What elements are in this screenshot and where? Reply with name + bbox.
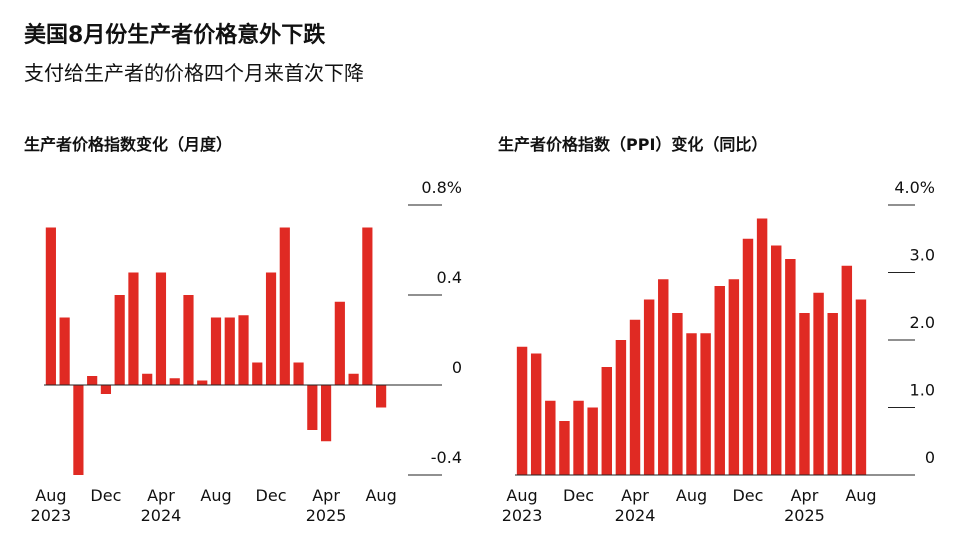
y-tick-label: -0.4 [431,448,462,467]
x-tick-label: Aug [365,486,396,505]
bar [615,340,627,475]
bar [728,279,740,475]
bar [334,301,345,385]
bar [197,380,208,385]
bar [827,313,838,475]
chart-title: 生产者价格指数变化（月度） [24,135,232,154]
bar [686,333,697,475]
bar [100,385,112,394]
x-tick-label: Aug 2023 [31,486,72,525]
bar [643,299,655,475]
x-tick-label: Dec [256,486,287,505]
y-tick-label: 1.0 [910,381,935,400]
y-tick-label: 0 [925,448,935,467]
bar [252,362,263,385]
bar [742,238,754,475]
bar [629,319,641,475]
y-tick-label: 2.0 [910,313,935,332]
bar [516,346,528,475]
bar [376,385,387,408]
bar [279,227,290,385]
bar [545,400,556,475]
chart-title: 生产者价格指数（PPI）变化（同比） [498,135,767,154]
bar [128,272,139,385]
y-tick-label: 0.4 [437,268,462,287]
bar [785,259,796,475]
bar [169,378,180,385]
bar [587,407,598,475]
x-tick-label: Apr 2024 [615,486,656,525]
x-tick-label: Dec [563,486,594,505]
bar [362,227,373,385]
bar [601,367,613,475]
bar [238,315,249,385]
y-tick-label: 0.8% [421,178,462,197]
bar [87,376,98,385]
bar [672,313,683,475]
bar [73,385,84,475]
bar [841,265,853,475]
bar [210,317,222,385]
bar [559,421,570,475]
bar [658,279,669,475]
bar [855,299,867,475]
bar [183,295,194,385]
x-tick-label: Aug [845,486,876,505]
bar [530,353,542,475]
bar [813,292,824,475]
page-title: 美国8月份生产者价格意外下跌 [24,22,326,48]
bar [293,362,304,385]
bar [142,373,153,385]
y-tick-label: 3.0 [910,246,935,265]
x-tick-label: Aug 2023 [502,486,543,525]
bar [224,317,235,385]
x-tick-label: Apr 2024 [141,486,182,525]
bar [307,385,318,430]
bar [770,245,782,475]
bar [155,272,167,385]
y-tick-label: 0 [452,358,462,377]
bar [45,227,56,385]
x-tick-label: Dec [732,486,763,505]
y-tick-label: 4.0% [894,178,935,197]
x-tick-label: Apr 2025 [784,486,825,525]
bar [756,218,768,475]
bar [573,400,584,475]
x-tick-label: Aug [200,486,231,505]
bar [348,373,359,385]
x-tick-label: Apr 2025 [306,486,347,525]
bar [714,286,725,475]
page-subtitle: 支付给生产者的价格四个月来首次下降 [24,61,364,85]
bar [320,385,332,442]
bar [59,317,70,385]
bar [799,313,810,475]
bar [700,333,711,475]
x-tick-label: Dec [90,486,121,505]
x-tick-label: Aug [676,486,707,505]
bar [114,295,125,385]
bar [265,272,277,385]
